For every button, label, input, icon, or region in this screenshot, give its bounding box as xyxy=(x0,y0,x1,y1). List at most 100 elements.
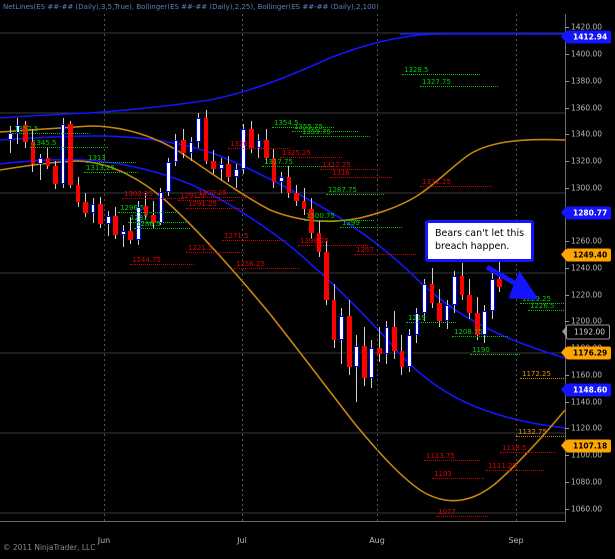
candle-body xyxy=(316,233,322,252)
price-tick-label: 1060.00 xyxy=(571,504,603,514)
candle-body xyxy=(60,123,66,184)
candlestick xyxy=(324,241,329,306)
candle-body xyxy=(98,203,104,224)
netline-level-label: 1286.5 xyxy=(136,220,161,228)
candle-body xyxy=(422,284,427,314)
candlestick xyxy=(339,308,344,365)
candlestick xyxy=(218,158,224,180)
price-marker[interactable]: 1192.00 xyxy=(561,324,611,340)
candlestick xyxy=(136,201,141,246)
candle-body xyxy=(166,162,171,192)
chart-plot-area[interactable]: 1352.5 1345.5 1354.5 1355.75 1359.75 1328.5 13… xyxy=(0,14,565,522)
candle-body xyxy=(233,169,239,178)
candle-body xyxy=(286,177,292,194)
candle-body xyxy=(241,128,247,170)
x-axis-line xyxy=(0,521,566,522)
candlestick xyxy=(384,321,390,365)
price-marker[interactable]: 1107.18 xyxy=(560,439,612,453)
price-marker[interactable]: 1412.94 xyxy=(560,30,612,44)
price-tick-label: 1340.00 xyxy=(571,129,603,139)
candle-body xyxy=(309,209,314,234)
price-tick-label: 1260.00 xyxy=(571,236,603,246)
netline-level xyxy=(432,478,484,479)
candlestick xyxy=(309,198,314,239)
netline-level xyxy=(84,172,138,173)
candlestick xyxy=(376,326,382,362)
candlestick xyxy=(143,193,149,220)
candlestick xyxy=(497,259,503,293)
candlestick xyxy=(8,126,13,154)
candlestick xyxy=(181,128,186,159)
candle-body xyxy=(196,118,201,143)
candlestick xyxy=(354,334,360,402)
netline-level xyxy=(528,310,565,311)
candle-wick xyxy=(220,158,222,180)
price-marker[interactable]: 1280.77 xyxy=(560,206,612,220)
netline-level-label: 1226.5 xyxy=(530,302,555,310)
netline-level xyxy=(500,452,556,453)
netline-level-label: 1345.5 xyxy=(32,139,57,147)
candle-body xyxy=(294,193,299,202)
candle-body xyxy=(143,206,149,215)
price-tick-label: 1220.00 xyxy=(571,290,603,300)
netline-level-label: 1355.75 xyxy=(294,123,323,131)
candle-body xyxy=(218,163,224,170)
netline-level xyxy=(354,254,416,255)
candle-body xyxy=(248,128,254,148)
candlestick xyxy=(301,187,307,215)
price-tick-label: 1200.00 xyxy=(571,316,603,326)
candle-body xyxy=(489,278,495,311)
netline-level xyxy=(128,222,188,223)
candle-body xyxy=(173,139,179,163)
netline-level-label: 1326.5 xyxy=(230,140,255,148)
candle-body xyxy=(339,316,344,341)
price-tick-label: 1400.00 xyxy=(571,49,603,59)
candle-body xyxy=(459,276,465,295)
price-tick-label: 1380.00 xyxy=(571,76,603,86)
netline-level-label: 1328.5 xyxy=(404,66,429,74)
price-tick-label: 1100.00 xyxy=(571,450,603,460)
price-tick xyxy=(565,321,569,323)
price-tick xyxy=(565,107,569,109)
candle-body xyxy=(407,334,412,367)
candlestick xyxy=(188,136,194,162)
price-marker[interactable]: 1148.60 xyxy=(560,383,612,397)
candle-body xyxy=(346,316,352,367)
candlestick xyxy=(452,270,457,314)
netline-level-label: 1325.25 xyxy=(282,149,311,157)
price-marker[interactable]: 1176.29 xyxy=(560,346,612,360)
candle-body xyxy=(354,345,360,367)
candlestick xyxy=(113,206,119,239)
candlestick xyxy=(346,300,352,375)
candle-body xyxy=(30,142,36,164)
candlestick xyxy=(173,134,179,167)
netline-level xyxy=(326,194,384,195)
netline-level-label: 1300.25 xyxy=(198,189,227,197)
candle-body xyxy=(211,161,216,170)
netline-level-label: 1113.75 xyxy=(426,452,455,460)
netline-level xyxy=(228,148,290,149)
candlestick xyxy=(211,150,216,175)
netline-level xyxy=(222,240,286,241)
netline-level-label: 1257 xyxy=(356,246,374,254)
netline-level xyxy=(186,208,244,209)
netline-level-label: 1118.5 xyxy=(502,444,527,452)
candle-body xyxy=(324,251,329,301)
price-marker[interactable]: 1249.40 xyxy=(560,248,612,262)
netline-level-label: 1271.5 xyxy=(224,232,249,240)
candlestick xyxy=(90,198,96,223)
netline-level-label: 1111.25 xyxy=(488,462,517,470)
candle-body xyxy=(53,166,58,184)
netline-level xyxy=(178,200,234,201)
netline-level xyxy=(298,245,368,246)
price-tick-label: 1120.00 xyxy=(571,423,603,433)
netline-level-label: 1287 xyxy=(130,214,148,222)
date-tick-label: Sep xyxy=(508,536,524,545)
candlestick xyxy=(53,161,58,190)
candlestick xyxy=(294,185,299,207)
candlestick xyxy=(271,147,277,188)
netline-level-label: 1221.5 xyxy=(188,244,213,252)
price-tick xyxy=(565,508,569,510)
candle-body xyxy=(15,124,21,133)
annotation-callout[interactable]: Bears can't let this breach happen. xyxy=(425,220,535,262)
